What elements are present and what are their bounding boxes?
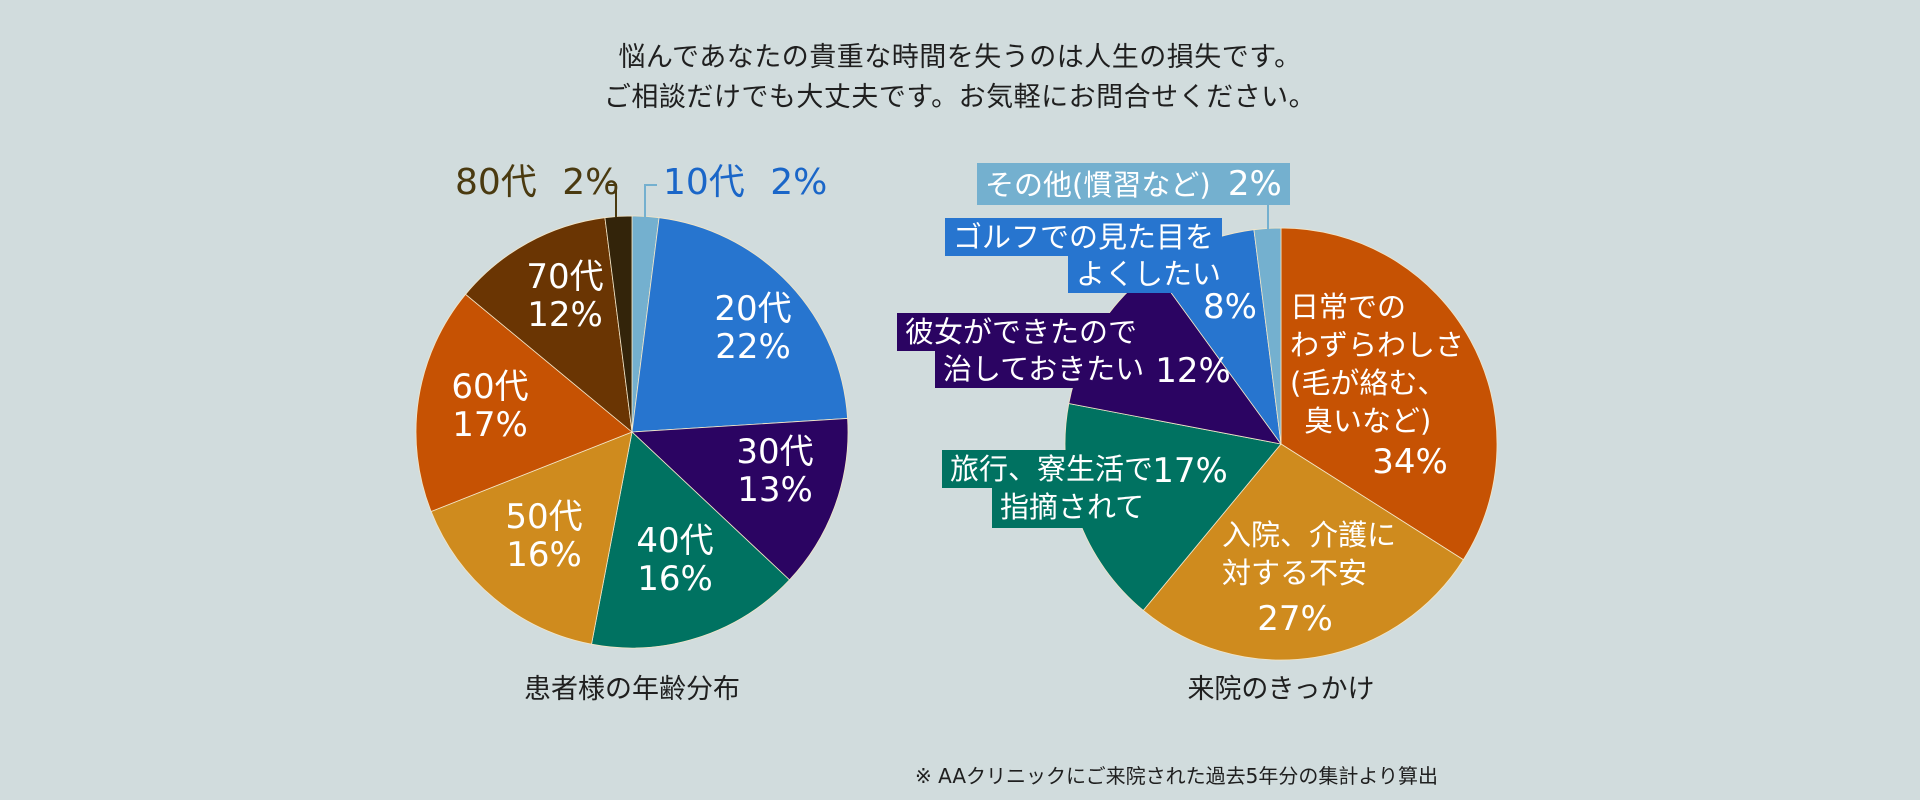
slice-label-20s: 20代 22%: [688, 290, 818, 366]
slice-label-10s-pct: 2%: [770, 162, 828, 203]
pie-slice-0-7: [604, 215, 633, 433]
label-hospital-line-1: 入院、介護に: [1222, 518, 1397, 552]
label-golf-line-2: よくしたい: [1076, 257, 1222, 291]
footnote: ※ AAクリニックにご来院された過去5年分の集計より算出: [915, 764, 1438, 788]
age-distribution-pie: [415, 215, 849, 649]
label-tag-golf-line-1: ゴルフでの見た目を: [945, 218, 1222, 256]
pie-slice-1-0: [1280, 227, 1498, 561]
slice-label-10s-name: 10代: [663, 162, 745, 203]
slice-label-30s-name: 30代: [736, 432, 814, 472]
slice-label-40s-pct: 16%: [637, 559, 713, 599]
pie-slice-0-6: [465, 217, 633, 433]
slice-label-30s-pct: 13%: [737, 470, 813, 510]
label-girlfriend-pct: 12%: [1155, 351, 1231, 391]
label-daily-line-3: (毛が絡む、: [1290, 366, 1447, 400]
slice-label-80s-pct: 2%: [562, 162, 620, 203]
label-tag-girlfriend-line-2: 治しておきたい: [935, 350, 1155, 388]
chart-title-reason: 来院のきっかけ: [1187, 674, 1375, 705]
label-travel-pct-wrap: 17%: [1150, 452, 1230, 496]
headline-line-1: 悩んであなたの貴重な時間を失うのは人生の損失です。: [618, 42, 1302, 73]
slice-label-20s-pct: 22%: [715, 327, 791, 367]
headline-line-2: ご相談だけでも大丈夫です。お気軽にお問合せください。: [603, 82, 1317, 113]
label-travel-line-1: 旅行、寮生活で: [950, 452, 1154, 486]
label-daily: 日常での わずらわしさ (毛が絡む、 臭いなど): [1290, 288, 1464, 440]
label-daily-pct-wrap: 34%: [1360, 443, 1460, 487]
pie-slice-0-2: [631, 418, 849, 581]
label-girlfriend-pct-wrap: 12%: [1148, 352, 1238, 396]
label-hospital: 入院、介護に 対する不安: [1222, 516, 1396, 592]
slice-label-70s-pct: 12%: [527, 295, 603, 335]
pie-slice-1-1: [1142, 443, 1464, 661]
label-daily-line-2: わずらわしさ: [1290, 328, 1465, 362]
label-golf-pct-wrap: 8%: [1195, 288, 1265, 332]
pie-slice-0-4: [430, 431, 633, 645]
slice-label-50s-pct: 16%: [506, 535, 582, 575]
chart-title-age: 患者様の年齢分布: [524, 674, 740, 705]
label-other-text: その他(慣習など): [985, 168, 1211, 202]
label-tag-other: その他(慣習など) 2%: [977, 163, 1290, 205]
slice-label-70s: 70代 12%: [500, 258, 630, 334]
label-daily-line-1: 日常での: [1290, 290, 1407, 324]
pie-slice-0-1: [631, 217, 848, 433]
label-girlfriend-line-2: 治しておきたい: [943, 352, 1145, 386]
label-hospital-line-2: 対する不安: [1222, 556, 1368, 590]
slice-label-30s: 30代 13%: [710, 433, 840, 509]
slice-label-60s-name: 60代: [451, 367, 529, 407]
slice-label-40s-name: 40代: [636, 521, 714, 561]
slice-label-80s: 80代 2%: [455, 163, 619, 203]
slice-label-50s-name: 50代: [505, 497, 583, 537]
slice-label-60s: 60代 17%: [425, 368, 555, 444]
slice-label-40s: 40代 16%: [610, 522, 740, 598]
label-tag-travel-line-1: 旅行、寮生活で: [942, 450, 1154, 488]
label-golf-pct: 8%: [1203, 287, 1257, 327]
label-girlfriend-line-1: 彼女ができたので: [905, 315, 1138, 349]
label-tag-golf-line-2: よくしたい: [1068, 255, 1222, 293]
leader-line-80s: [607, 184, 617, 217]
label-tag-travel-line-2: 指摘されて: [992, 488, 1150, 528]
slice-label-50s: 50代 16%: [479, 498, 609, 574]
slice-label-70s-name: 70代: [526, 257, 604, 297]
label-travel-pct: 17%: [1152, 451, 1228, 491]
label-daily-line-4: 臭いなど): [1304, 404, 1432, 438]
pie-slice-0-5: [415, 293, 633, 513]
label-travel-line-2: 指摘されて: [1000, 490, 1145, 524]
leader-line-10s: [644, 184, 657, 217]
slice-label-10s: 10代 2%: [663, 163, 827, 203]
headline: 悩んであなたの貴重な時間を失うのは人生の損失です。 ご相談だけでも大丈夫です。お…: [0, 38, 1920, 118]
label-hospital-pct-wrap: 27%: [1255, 600, 1335, 644]
pie-slice-0-3: [591, 431, 791, 649]
label-other-pct: 2%: [1227, 164, 1282, 204]
visit-reason-pie: [1064, 227, 1498, 661]
slice-label-80s-name: 80代: [455, 162, 537, 203]
label-daily-pct: 34%: [1372, 442, 1448, 482]
slice-label-20s-name: 20代: [714, 289, 792, 329]
label-golf-line-1: ゴルフでの見た目を: [953, 220, 1215, 254]
label-tag-girlfriend-line-1: 彼女ができたので: [897, 313, 1137, 351]
label-hospital-pct: 27%: [1257, 599, 1333, 639]
slice-label-60s-pct: 17%: [452, 405, 528, 445]
